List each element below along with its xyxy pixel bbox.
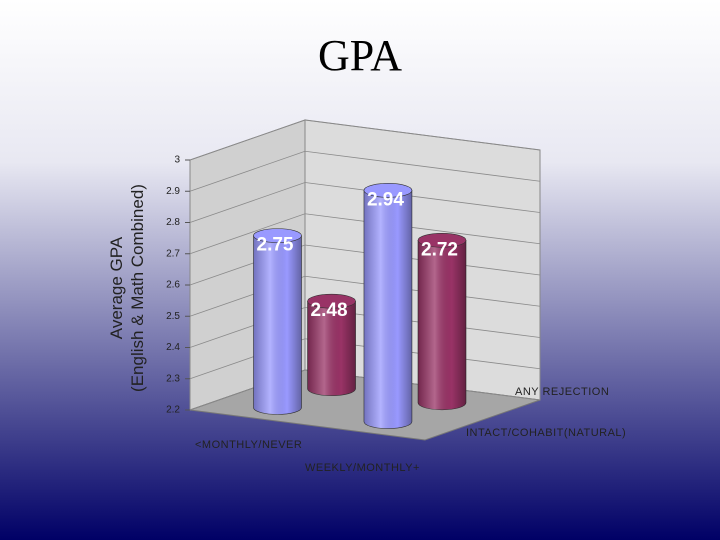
data-label: 2.75 xyxy=(257,235,294,256)
bar-top xyxy=(417,233,467,248)
bar xyxy=(417,233,467,411)
legend-label: ANY REJECTION xyxy=(515,386,609,398)
y-tick-label: 2.2 xyxy=(166,405,180,416)
y-tick-label: 2.5 xyxy=(166,311,180,322)
data-label: 2.94 xyxy=(367,189,404,210)
data-label: 2.48 xyxy=(311,300,348,321)
grid-line xyxy=(189,119,541,161)
y-tick-label: 2.7 xyxy=(166,248,180,259)
bar xyxy=(307,293,356,396)
data-label: 2.72 xyxy=(421,239,458,260)
y-tick-label: 2.3 xyxy=(166,373,180,384)
grid-line xyxy=(189,150,541,192)
y-axis-title-line: (English & Math Combined) xyxy=(128,184,147,392)
bar-top xyxy=(253,228,302,243)
y-tick-label: 2.8 xyxy=(166,217,180,228)
bar xyxy=(253,228,302,415)
bar-shade xyxy=(418,240,466,410)
legend-label: INTACT/COHABIT(NATURAL) xyxy=(466,427,626,439)
bar-top xyxy=(307,293,356,309)
bar-top xyxy=(363,183,413,198)
y-axis-title: Average GPA (English & Math Combined) xyxy=(107,184,147,392)
grid-line xyxy=(189,182,541,223)
bar-shade xyxy=(363,190,412,429)
chart-title: GPA xyxy=(318,31,402,80)
y-tick-label: 2.6 xyxy=(166,280,180,291)
plot-area: 2.2 2.3 2.4 2.5 2.6 2.7 2.8 2.9 3 Average GPA (Eng… xyxy=(107,119,626,474)
y-tick-label: 2.4 xyxy=(166,342,180,353)
bar xyxy=(363,183,413,429)
bar-shade xyxy=(307,301,356,396)
y-axis-title-line: Average GPA xyxy=(107,236,126,339)
grid-line xyxy=(189,213,541,255)
x-tick-label: <MONTHLY/NEVER xyxy=(195,439,302,451)
y-tick-label: 3 xyxy=(174,155,180,166)
x-tick-label: WEEKLY/MONTHLY+ xyxy=(305,462,420,474)
y-tick-label: 2.9 xyxy=(166,186,180,197)
bar-shade xyxy=(253,235,302,415)
